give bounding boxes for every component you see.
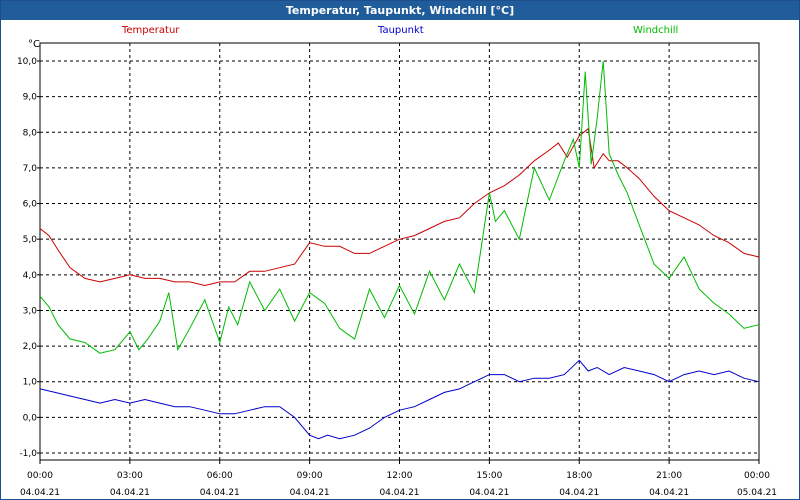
y-tick-label: -1,0	[19, 449, 37, 459]
x-tick-label-time: 12:00	[387, 471, 413, 481]
x-tick-label-time: 09:00	[297, 471, 323, 481]
y-tick-label: 8,0	[23, 128, 38, 138]
x-tick-label-date: 04.04.21	[559, 488, 599, 498]
x-tick-label-time: 21:00	[656, 471, 682, 481]
y-tick-label: 5,0	[23, 235, 38, 245]
y-tick-label: 9,0	[23, 93, 38, 103]
x-tick-label-date: 04.04.21	[110, 488, 150, 498]
legend-windchill: Windchill	[633, 25, 679, 36]
y-axis-unit: °C	[28, 39, 40, 50]
x-tick-label-date: 05.04.21	[737, 488, 777, 498]
y-tick-label: 6,0	[23, 200, 38, 210]
chart-title: Temperatur, Taupunkt, Windchill [°C]	[1, 1, 799, 20]
y-tick-label: 1,0	[23, 378, 38, 388]
x-tick-label-time: 03:00	[117, 471, 143, 481]
x-tick-label-date: 04.04.21	[200, 488, 240, 498]
x-tick-label-time: 00:00	[744, 471, 770, 481]
x-tick-label-date: 04.04.21	[379, 488, 419, 498]
x-tick-label-time: 15:00	[476, 471, 502, 481]
x-tick-label-time: 06:00	[207, 471, 233, 481]
y-tick-label: 3,0	[23, 306, 38, 316]
y-tick-label: 2,0	[23, 342, 38, 352]
y-tick-label: 0,0	[23, 413, 38, 423]
y-tick-label: 4,0	[23, 271, 38, 281]
y-tick-label: 10,0	[17, 57, 37, 67]
series-line-windchill	[39, 60, 760, 354]
series-line-temperatur	[39, 127, 760, 287]
x-tick-label-date: 04.04.21	[469, 488, 509, 498]
x-tick-label-date: 04.04.21	[20, 488, 60, 498]
series-line-taupunkt	[39, 359, 760, 440]
x-tick-label-date: 04.04.21	[649, 488, 689, 498]
x-tick-label-time: 00:00	[27, 471, 53, 481]
x-tick-label-date: 04.04.21	[290, 488, 330, 498]
legend-temperatur: Temperatur	[122, 25, 180, 36]
x-tick-label-time: 18:00	[566, 471, 592, 481]
legend-taupunkt: Taupunkt	[378, 25, 424, 36]
y-tick-label: 7,0	[23, 164, 38, 174]
